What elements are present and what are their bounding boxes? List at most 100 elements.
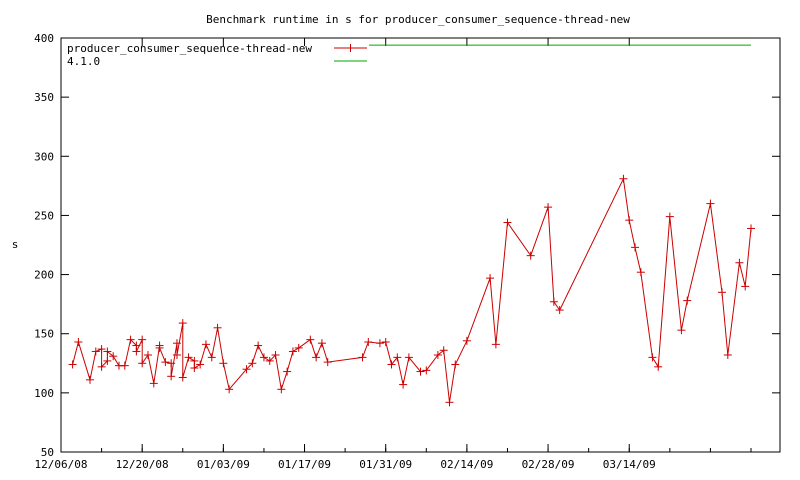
data-point: [399, 380, 408, 389]
chart-title: Benchmark runtime in s for producer_cons…: [206, 13, 630, 26]
data-point: [683, 296, 692, 305]
data-point: [85, 375, 94, 384]
data-point: [718, 288, 727, 297]
data-point: [526, 251, 535, 260]
data-point: [323, 358, 332, 367]
data-point: [433, 351, 442, 360]
data-point: [178, 319, 187, 328]
data-point: [677, 326, 686, 335]
data-point: [294, 343, 303, 352]
x-tick-label: 12/06/08: [35, 458, 88, 471]
data-point: [91, 347, 100, 356]
data-point: [364, 337, 373, 346]
data-point: [451, 360, 460, 369]
data-point: [126, 335, 135, 344]
data-point: [306, 335, 315, 344]
y-tick-label: 400: [34, 32, 54, 45]
data-point: [161, 358, 170, 367]
data-point: [109, 352, 118, 361]
legend-label-producer-consumer: producer_consumer_sequence-thread-new: [67, 42, 312, 55]
data-point: [375, 339, 384, 348]
data-point: [317, 339, 326, 348]
y-tick-label: 300: [34, 150, 54, 163]
data-point: [555, 306, 564, 315]
data-point: [196, 360, 205, 369]
data-point: [248, 359, 257, 368]
data-point: [288, 347, 297, 356]
data-point: [74, 337, 83, 346]
data-point: [283, 367, 292, 376]
data-point: [636, 268, 645, 277]
y-tick-label: 250: [34, 209, 54, 222]
data-point: [544, 203, 553, 212]
y-axis: 50 100 150 200 250 300 350 400: [34, 32, 780, 459]
data-point: [654, 362, 663, 371]
data-point: [172, 351, 181, 360]
data-point: [178, 373, 187, 382]
x-tick-label: 12/20/08: [116, 458, 169, 471]
data-point: [265, 356, 274, 365]
series-line-producer-consumer: [72, 177, 752, 403]
data-point: [747, 224, 756, 233]
data-point: [225, 385, 234, 394]
data-point: [138, 335, 147, 344]
x-tick-label: 01/17/09: [278, 458, 331, 471]
data-point: [259, 353, 268, 362]
data-point: [648, 353, 657, 362]
data-point: [549, 297, 558, 306]
x-tick-label: 01/31/09: [359, 458, 412, 471]
data-point: [723, 351, 732, 360]
y-tick-label: 150: [34, 328, 54, 341]
data-point: [393, 353, 402, 362]
data-point: [387, 360, 396, 369]
data-point: [132, 347, 141, 356]
data-point: [167, 359, 176, 368]
data-point: [358, 353, 367, 362]
data-point: [619, 174, 628, 183]
data-point: [625, 216, 634, 225]
data-point: [97, 362, 106, 371]
plot-area-frame: [60, 37, 781, 453]
data-point: [213, 323, 222, 332]
data-point: [143, 351, 152, 360]
legend-label-4-1-0: 4.1.0: [67, 55, 100, 68]
x-tick-label: 02/28/09: [522, 458, 575, 471]
data-point: [184, 353, 193, 362]
data-point: [631, 243, 640, 252]
data-point: [665, 212, 674, 221]
data-point: [404, 353, 413, 362]
data-point: [503, 218, 512, 227]
data-point: [462, 336, 471, 345]
y-tick-label: 50: [41, 446, 54, 459]
data-point: [207, 353, 216, 362]
data-point: [741, 282, 750, 291]
data-point: [254, 341, 263, 350]
x-tick-label: 01/03/09: [197, 458, 250, 471]
data-point: [312, 353, 321, 362]
data-point: [735, 258, 744, 267]
data-point: [381, 337, 390, 346]
data-point: [190, 364, 199, 373]
y-axis-label: s: [12, 238, 19, 251]
data-point: [120, 361, 129, 370]
y-tick-label: 100: [34, 387, 54, 400]
data-point: [155, 343, 164, 352]
data-point: [103, 347, 112, 356]
data-point: [439, 346, 448, 355]
data-point: [422, 366, 431, 375]
data-point: [103, 356, 112, 365]
data-point: [190, 356, 199, 365]
data-point: [68, 360, 77, 369]
data-point: [271, 351, 280, 360]
series-layer: [68, 44, 756, 407]
data-point: [97, 345, 106, 354]
x-tick-label: 02/14/09: [440, 458, 493, 471]
x-axis: 12/06/08 12/20/08 01/03/09 01/17/09 01/31/09…: [35, 38, 752, 471]
data-point: [167, 372, 176, 381]
data-point: [138, 359, 147, 368]
data-point: [242, 365, 251, 374]
y-tick-label: 350: [34, 91, 54, 104]
x-tick-label: 03/14/09: [603, 458, 656, 471]
y-tick-label: 200: [34, 269, 54, 282]
